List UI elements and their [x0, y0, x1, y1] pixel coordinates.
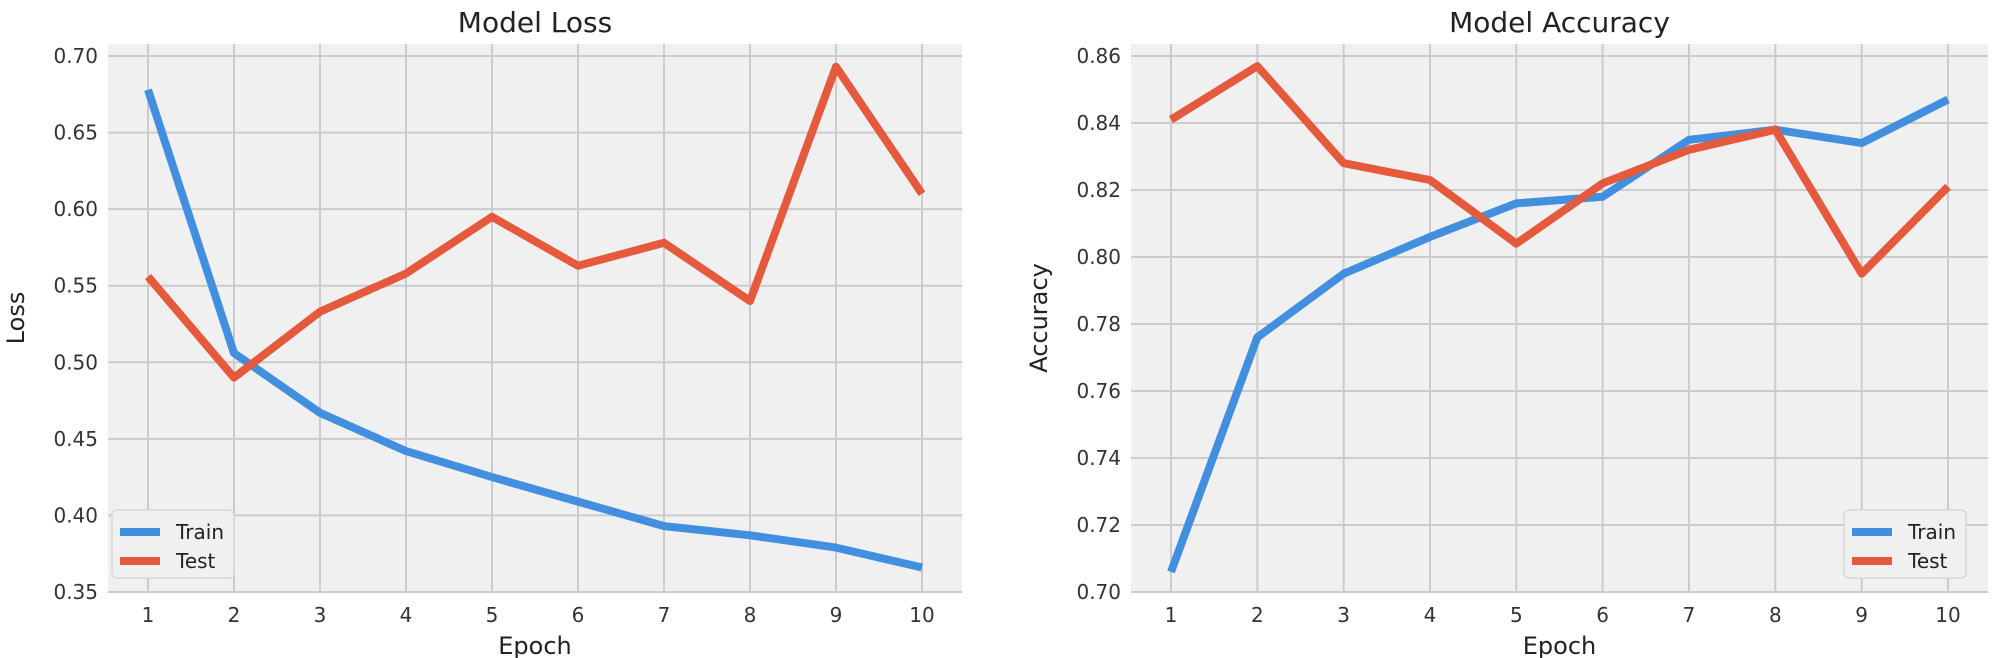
y-axis-label: Loss — [2, 292, 30, 345]
x-tick-label: 5 — [1510, 603, 1523, 627]
x-tick-label: 9 — [1855, 603, 1868, 627]
plot-area — [1131, 44, 1988, 592]
series-line-test — [144, 62, 926, 382]
x-axis-label: Epoch — [1523, 632, 1597, 658]
x-tick-label: 8 — [1769, 603, 1782, 627]
y-tick-label: 0.78 — [1076, 312, 1121, 336]
accuracy-chart: 1 2 3 4 5 6 7 8 9 10 0.70 0.72 0.74 0.76 0.78 0.80 0.82 0… — [1025, 6, 1988, 658]
x-tick-label: 10 — [909, 603, 934, 627]
x-tick-label: 2 — [228, 603, 241, 627]
legend-label-test: Test — [175, 549, 216, 573]
x-tick-label: 10 — [1935, 603, 1960, 627]
loss-chart: 1 2 3 4 5 6 7 8 9 10 0.35 0.40 0.45 0.50 0.55 0.60 0.65 0… — [2, 6, 962, 658]
legend: Train Test — [111, 509, 235, 579]
x-tick-label: 9 — [830, 603, 843, 627]
x-tick-label: 8 — [744, 603, 757, 627]
x-tick-label: 1 — [1165, 603, 1178, 627]
y-tick-label: 0.50 — [53, 350, 98, 374]
legend-label-train: Train — [175, 520, 224, 544]
x-tick-label: 6 — [1596, 603, 1609, 627]
x-tick-label: 2 — [1251, 603, 1264, 627]
legend-label-test: Test — [1907, 549, 1948, 573]
series-line-train — [144, 88, 923, 572]
y-tick-label: 0.55 — [53, 274, 98, 298]
y-tick-label: 0.76 — [1076, 379, 1121, 403]
x-tick-label: 1 — [142, 603, 155, 627]
y-tick-label: 0.65 — [53, 121, 98, 145]
legend-label-train: Train — [1907, 520, 1956, 544]
x-tick-label: 4 — [400, 603, 413, 627]
x-tick-label: 3 — [1337, 603, 1350, 627]
y-tick-label: 0.45 — [53, 427, 98, 451]
series-line-train — [1167, 96, 1950, 574]
y-tick-label: 0.72 — [1076, 513, 1121, 537]
x-tick-label: 3 — [314, 603, 327, 627]
y-axis-label: Accuracy — [1025, 263, 1053, 373]
y-tick-label: 0.86 — [1076, 44, 1121, 68]
y-tick-label: 0.70 — [53, 44, 98, 68]
y-tick-label: 0.80 — [1076, 245, 1121, 269]
y-tick-label: 0.84 — [1076, 111, 1121, 135]
series-line-test — [1168, 62, 1951, 278]
y-tick-label: 0.70 — [1076, 580, 1121, 604]
x-tick-label: 5 — [486, 603, 499, 627]
y-tick-label: 0.82 — [1076, 178, 1121, 202]
plot-area — [108, 44, 962, 592]
x-tick-label: 6 — [572, 603, 585, 627]
x-tick-label: 4 — [1424, 603, 1437, 627]
y-tick-label: 0.40 — [53, 503, 98, 527]
chart-title: Model Accuracy — [1449, 6, 1670, 39]
y-tick-label: 0.60 — [53, 197, 98, 221]
x-axis-label: Epoch — [498, 632, 572, 658]
legend: Train Test — [1843, 509, 1967, 579]
chart-title: Model Loss — [458, 6, 612, 39]
y-tick-label: 0.74 — [1076, 446, 1121, 470]
y-tick-label: 0.35 — [53, 580, 98, 604]
x-tick-label: 7 — [658, 603, 671, 627]
x-tick-label: 7 — [1683, 603, 1696, 627]
